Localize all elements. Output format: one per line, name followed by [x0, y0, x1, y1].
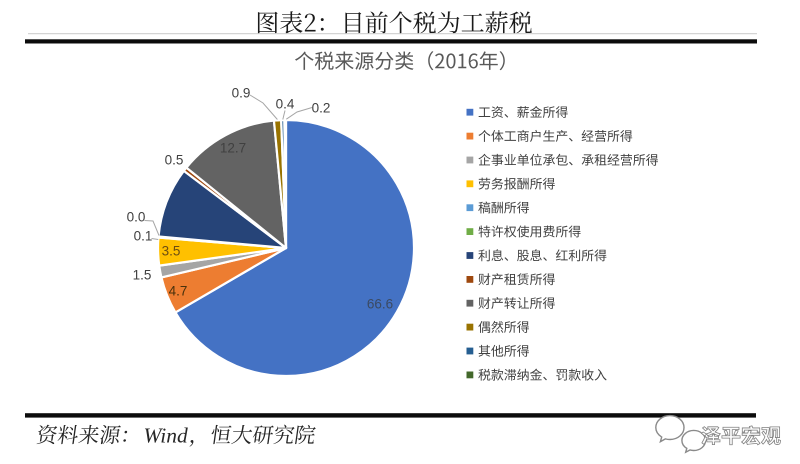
svg-text:0.9: 0.9	[232, 86, 251, 101]
svg-text:0.5: 0.5	[165, 153, 184, 168]
svg-text:3.5: 3.5	[162, 244, 181, 259]
svg-text:0.4: 0.4	[276, 97, 295, 112]
svg-text:12.7: 12.7	[220, 141, 246, 156]
svg-text:0.0: 0.0	[127, 210, 146, 225]
svg-text:4.7: 4.7	[169, 284, 188, 299]
svg-text:1.5: 1.5	[133, 268, 152, 283]
svg-text:Wind: Wind	[144, 424, 188, 448]
svg-text:66.6: 66.6	[367, 297, 393, 312]
svg-text:0.2: 0.2	[312, 101, 331, 116]
svg-text:0.1: 0.1	[134, 229, 153, 244]
